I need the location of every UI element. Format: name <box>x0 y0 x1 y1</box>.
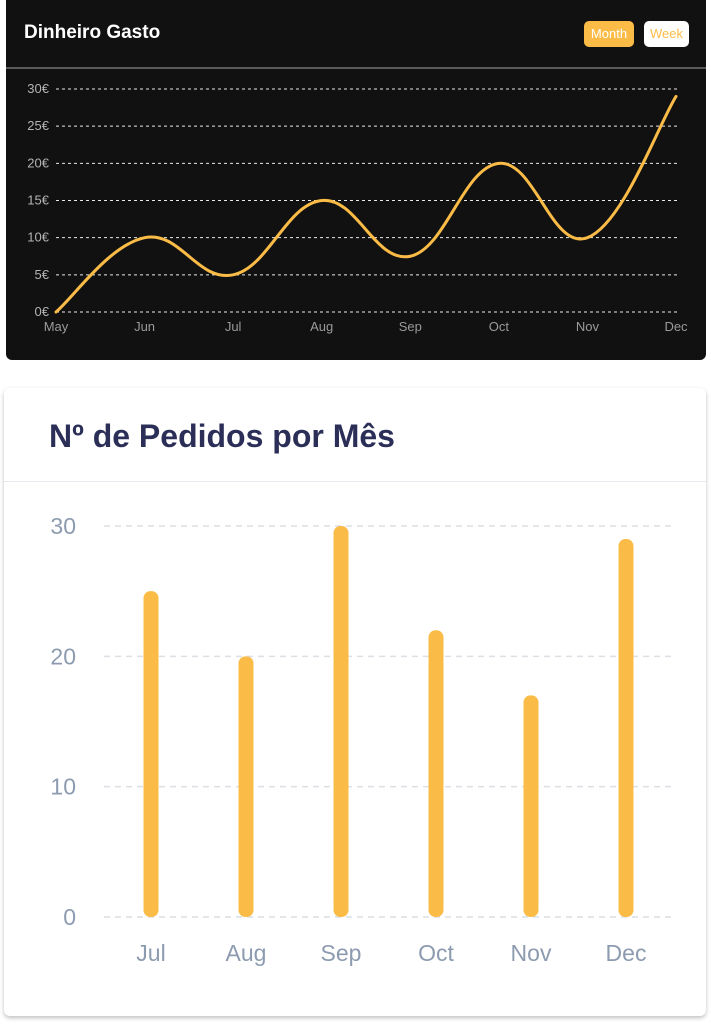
series-line <box>54 94 678 314</box>
y-tick-label: 25€ <box>27 118 49 133</box>
x-tick-label: Sep <box>321 940 362 966</box>
x-tick-label: Oct <box>489 319 510 334</box>
bar <box>618 539 634 917</box>
month-toggle-button[interactable]: Month <box>584 21 634 47</box>
x-tick-label: Nov <box>511 940 552 966</box>
x-tick-label: Jun <box>134 319 155 334</box>
y-tick-label: 30 <box>50 513 76 539</box>
bar <box>428 630 444 917</box>
x-tick-label: Dec <box>664 319 688 334</box>
x-tick-label: Jul <box>225 319 242 334</box>
y-tick-label: 10€ <box>27 230 49 245</box>
y-tick-label: 20€ <box>27 155 49 170</box>
spending-card: Dinheiro Gasto Month Week 0€ 5€ 10€ 15€ 20€ 2… <box>6 0 706 360</box>
spending-card-header: Dinheiro Gasto Month Week <box>6 0 706 69</box>
orders-card: Nº de Pedidos por Mês 0 10 20 30 Jul Aug Sep Oc… <box>4 388 706 1016</box>
bar <box>523 695 539 917</box>
x-tick-label: May <box>44 319 69 334</box>
y-tick-label: 10 <box>50 774 76 800</box>
x-tick-label: Aug <box>310 319 333 334</box>
x-tick-label: Nov <box>576 319 600 334</box>
x-tick-label: Sep <box>399 319 422 334</box>
y-tick-label: 20 <box>50 643 76 669</box>
week-toggle-button[interactable]: Week <box>644 21 689 47</box>
bar <box>143 591 159 917</box>
y-tick-label: 0€ <box>35 304 50 319</box>
orders-bar-chart: 0 10 20 30 Jul Aug Sep Oct Nov Dec <box>50 513 674 966</box>
y-tick-label: 30€ <box>27 81 49 96</box>
y-tick-label: 5€ <box>35 267 50 282</box>
y-tick-label: 0 <box>63 904 76 930</box>
orders-card-title: Nº de Pedidos por Mês <box>49 418 395 454</box>
bar <box>238 656 254 917</box>
y-tick-label: 15€ <box>27 193 49 208</box>
spending-line-chart: 0€ 5€ 10€ 15€ 20€ 25€ 30€ May Jun Jul Aug Sep Oct Nov… <box>27 81 688 334</box>
orders-card-header: Nº de Pedidos por Mês <box>4 388 706 482</box>
spending-card-title: Dinheiro Gasto <box>24 22 161 43</box>
x-tick-label: Dec <box>606 940 647 966</box>
x-tick-label: Jul <box>136 940 165 966</box>
x-tick-label: Oct <box>418 940 454 966</box>
bar <box>333 526 349 917</box>
x-tick-label: Aug <box>226 940 267 966</box>
